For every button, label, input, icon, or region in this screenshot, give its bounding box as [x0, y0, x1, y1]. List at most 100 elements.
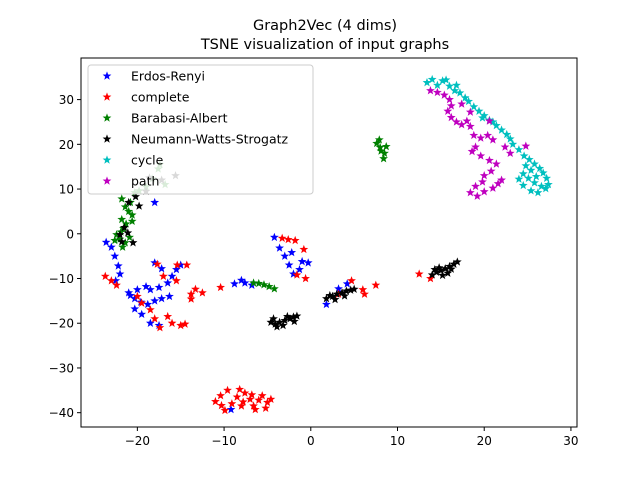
data-point	[346, 285, 356, 294]
data-point	[452, 80, 461, 90]
data-point	[130, 304, 140, 313]
data-point	[198, 288, 207, 297]
data-point	[439, 90, 449, 99]
data-point	[430, 264, 440, 274]
data-point	[154, 282, 164, 292]
data-point	[505, 148, 515, 157]
data-point	[537, 181, 546, 191]
data-point	[371, 280, 381, 289]
data-point	[217, 400, 226, 410]
data-point	[471, 181, 480, 191]
y-tick-label: 10	[59, 183, 74, 197]
data-point	[460, 93, 470, 102]
plot-frame	[80, 57, 578, 428]
data-point	[455, 88, 465, 97]
data-point	[433, 87, 442, 97]
legend-label: path	[131, 174, 159, 189]
data-point	[544, 179, 553, 189]
data-point	[245, 394, 255, 403]
data-point	[115, 234, 125, 243]
data-point	[491, 120, 501, 130]
data-point	[117, 214, 127, 224]
data-point	[325, 290, 335, 300]
data-point	[427, 74, 437, 84]
data-point	[474, 106, 484, 115]
data-point	[159, 271, 168, 280]
data-point	[449, 259, 459, 268]
data-point	[111, 276, 121, 285]
data-point	[467, 146, 477, 156]
data-point	[186, 294, 196, 303]
data-point	[106, 242, 116, 251]
x-tick-label: 0	[307, 434, 315, 448]
data-point	[502, 129, 512, 139]
data-point	[479, 111, 489, 120]
data-point	[292, 270, 302, 279]
data-point	[186, 289, 196, 298]
data-point	[117, 194, 127, 203]
y-tick-label: −30	[49, 361, 74, 375]
chart-title: Graph2Vec (4 dims)	[253, 18, 397, 34]
data-point	[270, 232, 279, 242]
data-point	[124, 206, 134, 216]
data-point	[471, 142, 480, 151]
data-point	[269, 314, 278, 323]
data-point	[232, 392, 242, 401]
data-point	[478, 113, 487, 122]
data-point	[446, 101, 456, 110]
data-point	[341, 286, 351, 295]
data-point	[445, 81, 454, 90]
data-point	[328, 291, 337, 301]
legend-box	[87, 64, 314, 195]
data-point	[486, 166, 496, 175]
legend-label: Erdos-Renyi	[131, 69, 205, 84]
data-point	[141, 281, 151, 291]
data-point	[299, 244, 309, 254]
data-point	[452, 257, 462, 266]
data-point	[445, 95, 454, 104]
data-point	[270, 284, 279, 293]
series-5	[426, 86, 531, 200]
y-axis: −40 −30 −20 −10 0 10 20 30	[49, 93, 81, 420]
data-point	[259, 280, 269, 289]
data-point	[443, 268, 453, 277]
legend: Erdos-Renyi complete Barabasi-Albert Neuman…	[87, 64, 314, 195]
data-point	[284, 260, 294, 269]
data-point	[283, 234, 293, 244]
data-point	[278, 320, 288, 330]
chart-subtitle: TSNE visualization of input graphs	[200, 37, 449, 53]
data-point	[303, 258, 313, 267]
data-point	[157, 264, 167, 273]
data-point	[167, 271, 177, 280]
legend-marker	[102, 71, 112, 80]
y-tick-label: 30	[59, 93, 74, 107]
legend-marker	[102, 176, 112, 185]
data-point	[270, 319, 280, 328]
data-point	[211, 396, 220, 406]
data-point	[379, 154, 388, 163]
data-point	[128, 238, 138, 247]
data-point	[380, 148, 389, 157]
data-point	[433, 80, 442, 90]
data-point	[446, 112, 456, 122]
data-point	[530, 178, 539, 187]
data-point	[483, 130, 493, 140]
data-point	[240, 388, 250, 397]
data-point	[152, 259, 162, 268]
x-tick-label: −10	[211, 434, 236, 448]
data-point	[497, 175, 506, 184]
data-point	[526, 165, 536, 174]
data-point	[280, 251, 290, 260]
data-point	[479, 187, 489, 196]
data-point	[289, 316, 299, 326]
data-point	[226, 404, 236, 414]
data-point	[488, 135, 498, 144]
data-point	[125, 232, 134, 242]
data-point	[131, 192, 140, 201]
x-tick-label: 10	[390, 434, 405, 448]
data-point	[146, 285, 155, 294]
data-point	[292, 311, 302, 320]
y-tick-label: −20	[49, 317, 74, 331]
data-point	[235, 384, 245, 394]
